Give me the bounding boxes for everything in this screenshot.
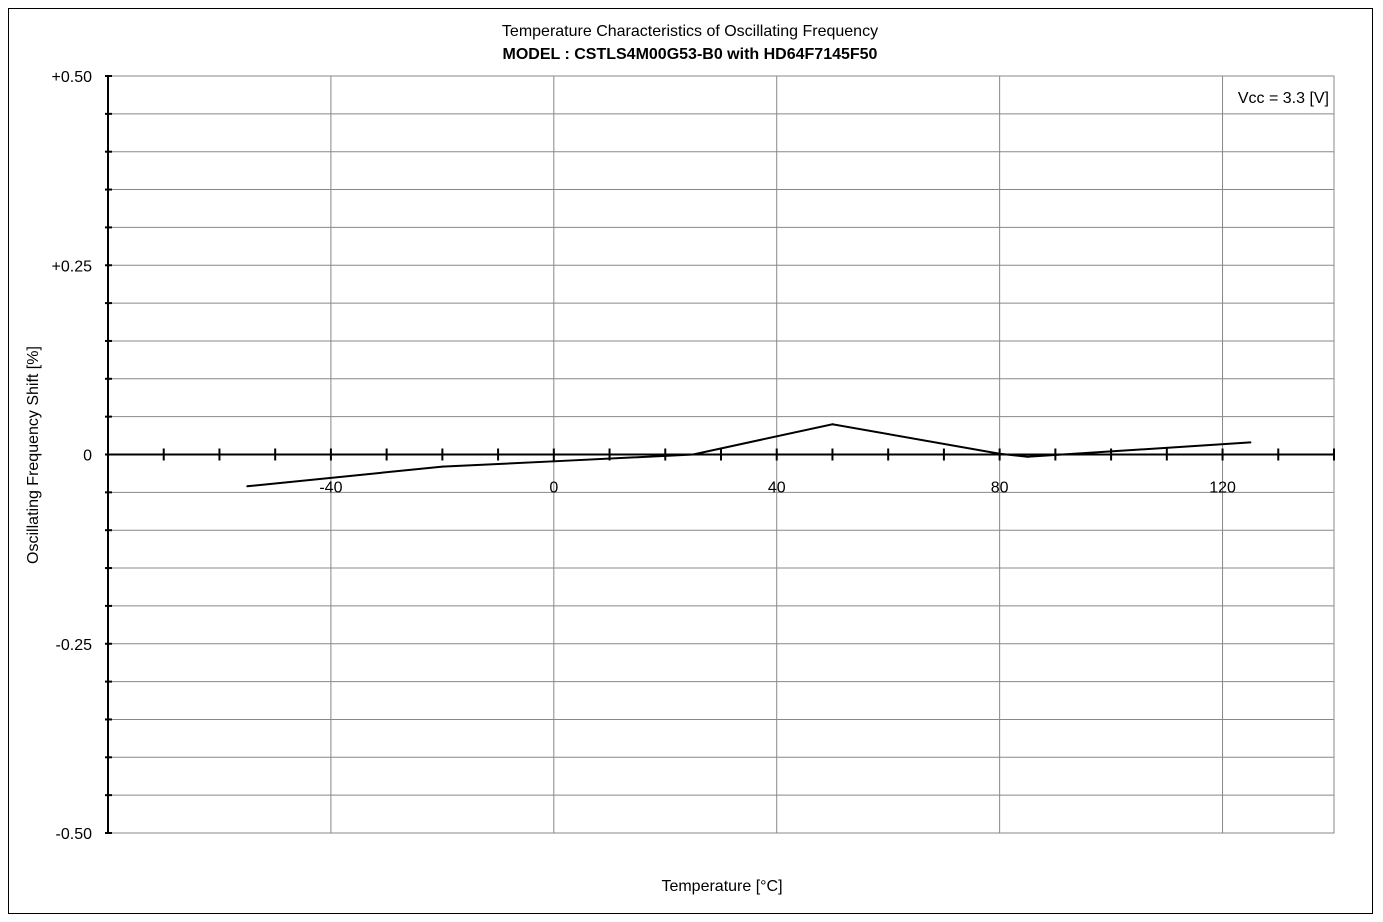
x-tick-label: 40 xyxy=(768,480,786,497)
y-tick-label: +0.50 xyxy=(52,69,93,86)
series xyxy=(246,423,1252,488)
chart-frame xyxy=(8,8,1373,914)
y-axis-label: Oscillating Frequency Shift [%] xyxy=(25,346,42,564)
x-tick-label: -40 xyxy=(319,480,342,497)
y-tick-label: -0.50 xyxy=(56,826,93,843)
y-tick-label: 0 xyxy=(83,448,92,465)
chart-title: Temperature Characteristics of Oscillati… xyxy=(502,23,878,40)
y-tick-label: -0.25 xyxy=(56,637,93,654)
series-line xyxy=(247,423,1251,488)
voltage-annotation: Vcc = 3.3 [V] xyxy=(1238,90,1329,107)
data-point xyxy=(552,460,555,463)
axes xyxy=(105,75,1335,834)
grid xyxy=(108,76,1334,833)
labels: +0.50 +0.25 0 -0.25 -0.50 -40 0 40 80 120 xyxy=(52,69,1236,843)
data-point xyxy=(831,423,834,426)
data-point xyxy=(692,453,695,456)
data-point xyxy=(1249,441,1252,444)
x-tick-label: 0 xyxy=(549,480,558,497)
chart-subtitle: MODEL : CSTLS4M00G53-B0 with HD64F7145F5… xyxy=(503,46,878,63)
y-tick-label: +0.25 xyxy=(52,258,93,275)
x-tick-label: 80 xyxy=(991,480,1009,497)
data-point xyxy=(1026,455,1029,458)
data-point xyxy=(998,452,1001,455)
data-point xyxy=(441,465,444,468)
x-tick-label: 120 xyxy=(1209,480,1236,497)
data-point xyxy=(246,485,249,488)
x-axis-label: Temperature [°C] xyxy=(661,878,782,895)
